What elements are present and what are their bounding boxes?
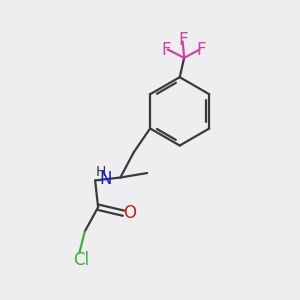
Text: N: N bbox=[99, 170, 112, 188]
Text: F: F bbox=[196, 40, 206, 58]
Text: F: F bbox=[178, 31, 188, 49]
Text: F: F bbox=[162, 40, 171, 58]
Text: O: O bbox=[123, 204, 136, 222]
Text: H: H bbox=[95, 165, 106, 179]
Text: Cl: Cl bbox=[73, 250, 89, 268]
